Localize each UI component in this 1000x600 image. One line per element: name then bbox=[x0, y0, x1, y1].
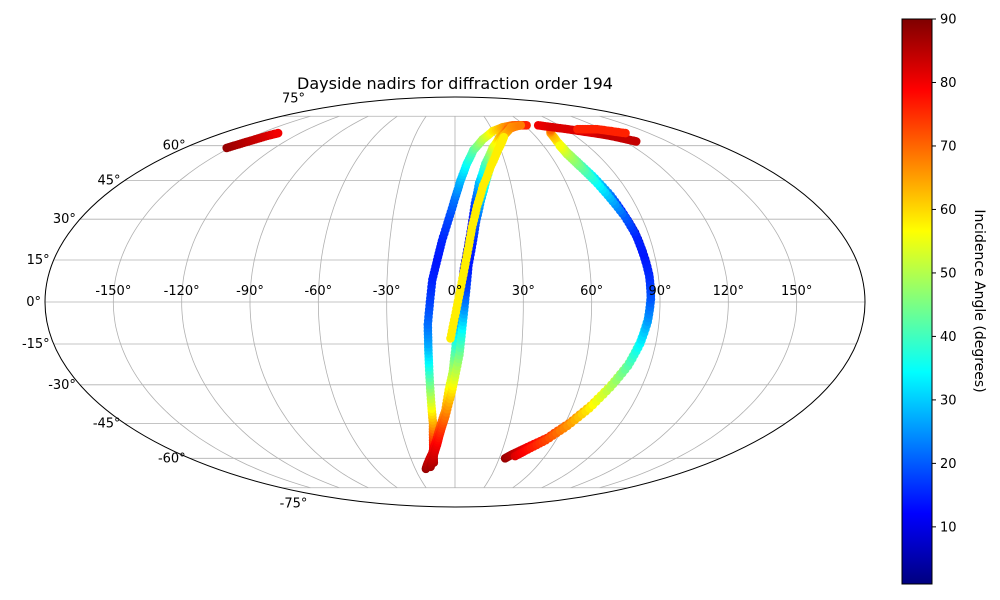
meridian-gridline bbox=[599, 115, 798, 489]
longitude-tick-label: 150° bbox=[781, 284, 812, 299]
nadir-point bbox=[273, 128, 283, 138]
latitude-tick-label: 75° bbox=[282, 91, 305, 106]
nadir-point bbox=[555, 141, 564, 150]
colorbar-tick-label: 10 bbox=[940, 520, 957, 535]
longitude-tick-label: 90° bbox=[648, 284, 671, 299]
longitude-tick-label: -120° bbox=[164, 284, 200, 299]
map-boundary bbox=[44, 96, 866, 508]
colorbar-tick-label: 40 bbox=[940, 330, 957, 345]
colorbar-tick-label: 50 bbox=[940, 266, 957, 281]
colorbar-ticks: 10 20 30 40 50 60 70 80 90 bbox=[932, 13, 957, 535]
latitude-tick-label: 15° bbox=[27, 253, 50, 268]
meridian-gridline bbox=[112, 115, 311, 489]
longitude-tick-label: 0° bbox=[448, 284, 463, 299]
colorbar-tick-label: 20 bbox=[940, 457, 957, 472]
colorbar-tick-label: 60 bbox=[940, 203, 957, 218]
meridian-gridline bbox=[317, 115, 398, 489]
nadir-point bbox=[516, 121, 526, 130]
colorbar-tick-label: 90 bbox=[940, 13, 957, 28]
latitude-tick-label: -60° bbox=[158, 451, 186, 466]
chart-title: Dayside nadirs for diffraction order 194 bbox=[297, 74, 613, 93]
meridian-gridline bbox=[386, 116, 427, 488]
latitude-tick-label: 0° bbox=[26, 295, 41, 310]
longitude-tick-label: -90° bbox=[236, 284, 264, 299]
colorbar-label: Incidence Angle (degrees) bbox=[971, 209, 987, 392]
colorbar-tick-label: 80 bbox=[940, 76, 957, 91]
colorbar-tick-label: 30 bbox=[940, 393, 957, 408]
longitude-tick-labels: -150° -120° -90° -60° -30° 0° 30° 60° 90° 120° 150… bbox=[95, 284, 812, 299]
latitude-tick-label: 60° bbox=[163, 139, 186, 154]
latitude-tick-label: -45° bbox=[93, 416, 121, 431]
longitude-tick-label: 30° bbox=[512, 284, 535, 299]
nadir-point bbox=[631, 137, 641, 146]
nadir-point bbox=[621, 128, 630, 138]
longitude-tick-label: -60° bbox=[304, 284, 332, 299]
latitude-tick-labels: -75° -60° -45° -30° -15° 0° 15° 30° 45° 60° 75° bbox=[22, 91, 307, 511]
longitude-tick-label: 60° bbox=[580, 284, 603, 299]
meridian-gridline bbox=[249, 115, 369, 489]
meridian-gridline bbox=[181, 115, 340, 489]
nadir-points bbox=[222, 121, 656, 474]
meridian-gridline bbox=[570, 115, 729, 489]
latitude-tick-label: 30° bbox=[53, 212, 76, 227]
nadir-point bbox=[499, 132, 509, 142]
latitude-tick-label: 45° bbox=[98, 174, 121, 189]
latitude-tick-label: -75° bbox=[280, 497, 308, 512]
meridian-gridline bbox=[483, 116, 524, 488]
latitude-tick-label: -15° bbox=[22, 337, 50, 352]
colorbar-tick-label: 70 bbox=[940, 139, 957, 154]
longitude-tick-label: -150° bbox=[95, 284, 131, 299]
longitude-tick-label: 120° bbox=[713, 284, 744, 299]
longitude-tick-label: -30° bbox=[373, 284, 401, 299]
meridian-gridline bbox=[541, 115, 661, 489]
colorbar bbox=[901, 18, 933, 585]
latitude-tick-label: -30° bbox=[48, 378, 76, 393]
